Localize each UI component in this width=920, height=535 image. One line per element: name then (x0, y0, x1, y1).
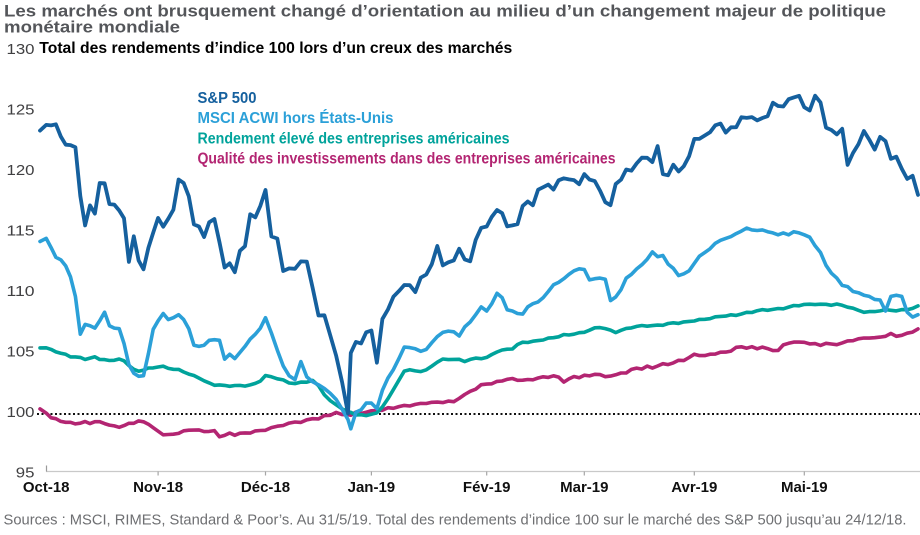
svg-text:120: 120 (7, 163, 35, 179)
svg-text:monétaire mondiale: monétaire mondiale (4, 18, 180, 37)
svg-text:Mai-19: Mai-19 (781, 479, 828, 496)
svg-text:S&P 500: S&P 500 (198, 90, 257, 107)
svg-text:Rendement élevé des entreprise: Rendement élevé des entreprises américai… (198, 130, 510, 147)
svg-text:Fév-19: Fév-19 (463, 479, 511, 496)
svg-text:110: 110 (7, 284, 35, 300)
svg-text:95: 95 (16, 466, 35, 482)
svg-text:Oct-18: Oct-18 (23, 479, 70, 496)
svg-text:Jan-19: Jan-19 (348, 479, 396, 496)
svg-text:100: 100 (7, 405, 35, 421)
svg-text:Qualité des investissements da: Qualité des investissements dans des ent… (198, 151, 616, 168)
svg-text:125: 125 (7, 103, 35, 119)
svg-text:Les marchés ont brusquement ch: Les marchés ont brusquement changé d’ori… (4, 1, 886, 20)
svg-text:Total des rendements d’indice: Total des rendements d’indice 100 lors d… (39, 40, 512, 57)
svg-text:Nov-18: Nov-18 (133, 479, 183, 496)
svg-text:MSCI ACWI hors États-Unis: MSCI ACWI hors États-Unis (198, 110, 394, 127)
svg-text:Déc-18: Déc-18 (241, 479, 290, 496)
svg-text:Mar-19: Mar-19 (560, 479, 608, 496)
svg-text:Sources : MSCI, RIMES, Standar: Sources : MSCI, RIMES, Standard & Poor’s… (4, 513, 907, 529)
svg-text:130: 130 (7, 42, 35, 58)
svg-text:Avr-19: Avr-19 (671, 479, 717, 496)
svg-text:105: 105 (7, 345, 35, 361)
svg-text:115: 115 (7, 224, 35, 240)
